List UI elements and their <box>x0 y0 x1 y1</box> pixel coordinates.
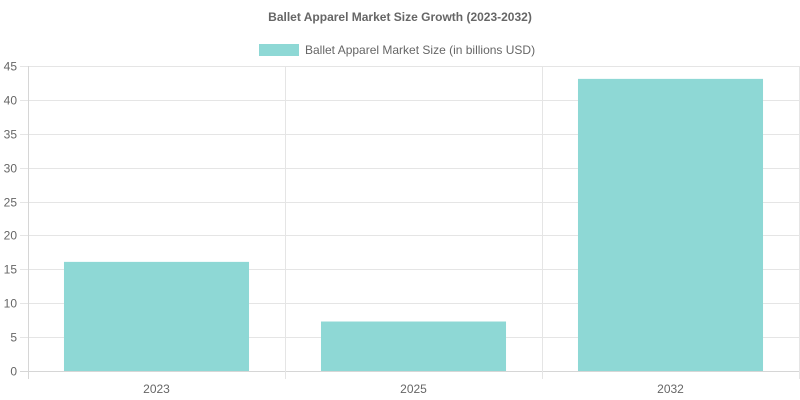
x-axis-ticks: 2023 2025 2032 <box>143 382 684 396</box>
legend-label: Ballet Apparel Market Size (in billions … <box>305 43 535 57</box>
legend[interactable]: Ballet Apparel Market Size (in billions … <box>259 43 535 57</box>
x-tick-label: 2023 <box>143 382 170 396</box>
y-tick-label: 20 <box>4 229 18 243</box>
y-tick-label: 45 <box>4 60 18 74</box>
y-axis-ticks: 0 5 10 15 20 25 30 35 40 45 <box>4 60 18 379</box>
y-tick-label: 5 <box>10 331 17 345</box>
y-tick-label: 0 <box>10 365 17 379</box>
y-tick-label: 15 <box>4 263 18 277</box>
y-tick-label: 35 <box>4 128 18 142</box>
bar-2023[interactable] <box>63 261 250 371</box>
bars <box>63 78 764 371</box>
bar-2025[interactable] <box>320 321 507 371</box>
y-tick-label: 25 <box>4 196 18 210</box>
y-tick-label: 10 <box>4 297 18 311</box>
legend-swatch <box>259 44 299 56</box>
chart-title: Ballet Apparel Market Size Growth (2023-… <box>268 10 532 24</box>
x-tick-label: 2032 <box>657 382 684 396</box>
x-tick-label: 2025 <box>400 382 427 396</box>
bar-2032[interactable] <box>577 78 764 371</box>
y-tick-label: 30 <box>4 162 18 176</box>
y-tick-label: 40 <box>4 94 18 108</box>
